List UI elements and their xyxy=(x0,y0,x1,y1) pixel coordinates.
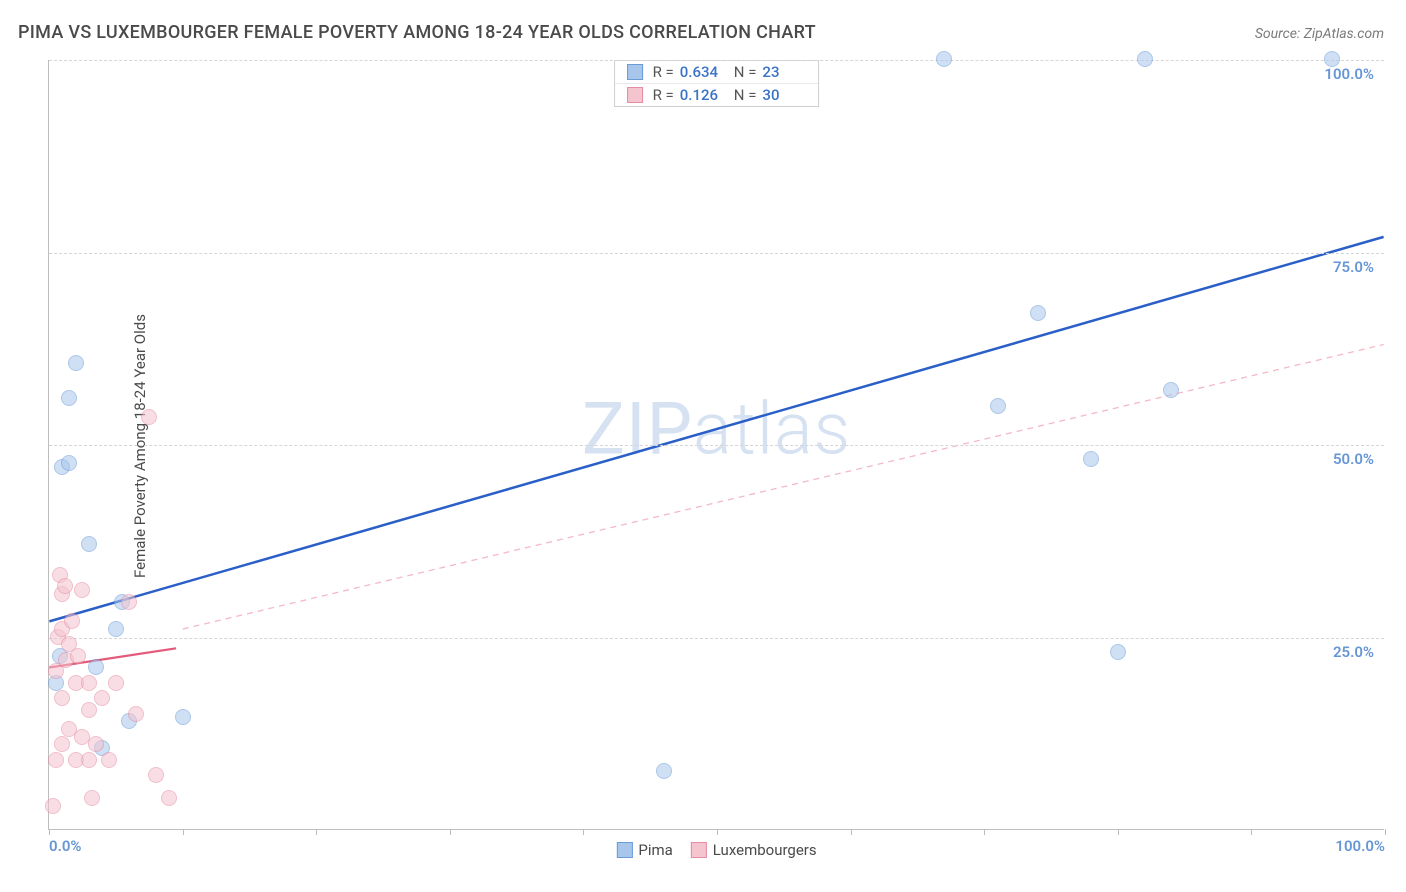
watermark: ZIPatlas xyxy=(582,387,851,472)
gridline xyxy=(49,253,1384,254)
data-point xyxy=(81,702,97,718)
legend-label-lux: Luxembourgers xyxy=(713,841,817,859)
chart-container: PIMA VS LUXEMBOURGER FEMALE POVERTY AMON… xyxy=(0,0,1406,892)
legend-swatch-lux xyxy=(627,87,643,103)
data-point xyxy=(1030,305,1046,321)
data-point xyxy=(54,736,70,752)
data-point xyxy=(1324,51,1340,67)
data-point xyxy=(108,675,124,691)
data-point xyxy=(81,752,97,768)
data-point xyxy=(656,763,672,779)
watermark-thin: atlas xyxy=(693,387,851,472)
data-point xyxy=(48,752,64,768)
x-tick xyxy=(583,829,584,835)
data-point xyxy=(88,736,104,752)
y-tick-label: 75.0% xyxy=(1333,258,1374,276)
data-point xyxy=(70,648,86,664)
data-point xyxy=(990,398,1006,414)
chart-title: PIMA VS LUXEMBOURGER FEMALE POVERTY AMON… xyxy=(18,22,816,43)
r-label: R = xyxy=(653,63,674,81)
x-tick xyxy=(316,829,317,835)
data-point xyxy=(1083,451,1099,467)
plot-area: ZIPatlas R = 0.634 N = 23 R = 0.126 N = … xyxy=(48,60,1384,830)
data-point xyxy=(1137,51,1153,67)
y-tick-label: 25.0% xyxy=(1333,643,1374,661)
x-tick xyxy=(984,829,985,835)
legend-series: Pima Luxembourgers xyxy=(616,841,816,859)
gridline xyxy=(49,638,1384,639)
legend-item-pima: Pima xyxy=(616,841,672,859)
y-tick-label: 100.0% xyxy=(1324,65,1374,83)
data-point xyxy=(148,767,164,783)
x-tick xyxy=(450,829,451,835)
data-point xyxy=(45,798,61,814)
data-point xyxy=(108,621,124,637)
data-point xyxy=(61,390,77,406)
data-point xyxy=(101,752,117,768)
data-point xyxy=(1163,382,1179,398)
x-tick xyxy=(1251,829,1252,835)
x-tick xyxy=(851,829,852,835)
source-attribution: Source: ZipAtlas.com xyxy=(1255,26,1384,42)
n-value-lux: 30 xyxy=(762,86,806,104)
legend-swatch-lux xyxy=(691,842,707,858)
data-point xyxy=(161,790,177,806)
legend-item-lux: Luxembourgers xyxy=(691,841,817,859)
data-point xyxy=(74,582,90,598)
n-value-pima: 23 xyxy=(762,63,806,81)
data-point xyxy=(175,709,191,725)
data-point xyxy=(61,455,77,471)
data-point xyxy=(141,409,157,425)
data-point xyxy=(64,613,80,629)
data-point xyxy=(68,355,84,371)
data-point xyxy=(81,675,97,691)
x-tick-label: 100.0% xyxy=(1335,837,1385,855)
gridline xyxy=(49,445,1384,446)
r-value-lux: 0.126 xyxy=(680,86,724,104)
y-tick-label: 50.0% xyxy=(1333,450,1374,468)
data-point xyxy=(54,690,70,706)
n-label: N = xyxy=(734,63,757,81)
data-point xyxy=(94,690,110,706)
x-tick-label: 0.0% xyxy=(49,837,81,855)
legend-swatch-pima xyxy=(616,842,632,858)
n-label: N = xyxy=(734,86,757,104)
data-point xyxy=(88,659,104,675)
r-value-pima: 0.634 xyxy=(680,63,724,81)
x-tick xyxy=(717,829,718,835)
r-label: R = xyxy=(653,86,674,104)
legend-stats-row-lux: R = 0.126 N = 30 xyxy=(615,83,819,106)
x-tick xyxy=(1118,829,1119,835)
x-tick xyxy=(183,829,184,835)
data-point xyxy=(81,536,97,552)
data-point xyxy=(1110,644,1126,660)
data-point xyxy=(936,51,952,67)
data-point xyxy=(84,790,100,806)
x-tick xyxy=(49,829,50,835)
legend-label-pima: Pima xyxy=(638,841,672,859)
legend-swatch-pima xyxy=(627,64,643,80)
gridline xyxy=(49,60,1384,61)
x-tick xyxy=(1385,829,1386,835)
data-point xyxy=(57,578,73,594)
data-point xyxy=(128,706,144,722)
watermark-bold: ZIP xyxy=(582,387,693,472)
legend-stats: R = 0.634 N = 23 R = 0.126 N = 30 xyxy=(614,60,820,107)
data-point xyxy=(121,594,137,610)
legend-stats-row-pima: R = 0.634 N = 23 xyxy=(615,61,819,83)
